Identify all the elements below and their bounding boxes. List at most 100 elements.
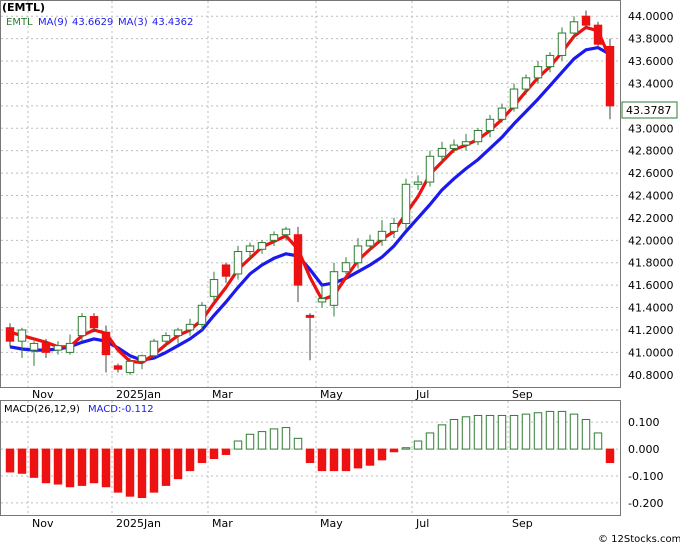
candle (413, 175, 423, 190)
macd-bar (197, 448, 207, 464)
macd-bar (185, 448, 195, 472)
candle (5, 323, 15, 347)
macd-bar (425, 432, 435, 450)
macd-tick-label: -0.200 (628, 497, 663, 510)
candle (101, 325, 111, 373)
chart-title: (EMTL) (2, 1, 45, 14)
macd-bar (137, 448, 147, 499)
macd-x-axis-label: Mar (212, 517, 233, 530)
legend-ma3-label: MA(3) (118, 17, 148, 28)
x-axis-label: Nov (32, 388, 54, 401)
x-axis-label: Sep (512, 388, 533, 401)
candle (53, 341, 63, 355)
candle-body (461, 141, 471, 146)
candle-body (437, 147, 447, 157)
candle-body (329, 271, 339, 306)
candle-body (545, 54, 555, 68)
x-axis-label: Mar (212, 388, 233, 401)
macd-bar (65, 448, 75, 488)
price-tick-label: 41.4000 (628, 302, 674, 315)
candle-body (509, 88, 519, 109)
macd-bar (161, 448, 171, 486)
candle-body (365, 239, 375, 247)
macd-bar (389, 448, 399, 453)
macd-bar (305, 448, 315, 464)
candle (305, 313, 315, 361)
macd-bar (113, 448, 123, 493)
macd-bar (461, 416, 471, 450)
candle (389, 217, 399, 239)
macd-bar (569, 413, 579, 450)
macd-bar (509, 414, 519, 450)
candle (281, 226, 291, 241)
candle (509, 83, 519, 112)
price-tick-label: 43.8000 (628, 33, 674, 46)
macd-bar (365, 448, 375, 466)
candle (401, 178, 411, 230)
price-tick-label: 40.8000 (628, 369, 674, 382)
candle (125, 357, 135, 375)
candle (293, 226, 303, 302)
candle (557, 27, 567, 62)
candle (581, 10, 591, 28)
candle-body (257, 242, 267, 250)
price-tick-label: 41.0000 (628, 346, 674, 359)
legend-ma9-value: 43.6629 (72, 17, 113, 28)
candle-body (17, 329, 27, 342)
price-tick-label: 42.4000 (628, 190, 674, 203)
candle-body (425, 155, 435, 183)
candle-body (341, 262, 351, 273)
candle-body (449, 144, 459, 149)
candle-body (245, 245, 255, 253)
candle-body (569, 21, 579, 34)
macd-bar (53, 448, 63, 485)
candle (221, 262, 231, 283)
candle-body (353, 245, 363, 264)
price-tick-label: 41.6000 (628, 279, 674, 292)
candle-body (581, 15, 591, 26)
macd-tick-label: 0.000 (628, 443, 660, 456)
macd-label: MACD(26,12,9) (4, 404, 80, 415)
macd-x-axis-label: Nov (32, 517, 54, 530)
candle (449, 139, 459, 153)
macd-bar (545, 410, 555, 450)
candle (341, 257, 351, 274)
macd-bar (401, 447, 411, 450)
price-tick-label: 41.8000 (628, 257, 674, 270)
price-grid (1, 1, 620, 387)
candle-body (305, 314, 315, 318)
macd-bar (449, 418, 459, 450)
price-tick-label: 43.6000 (628, 55, 674, 68)
macd-bar (101, 448, 111, 488)
macd-bar (149, 448, 159, 493)
candlesticks (5, 10, 615, 375)
macd-tick-label: -0.100 (628, 470, 663, 483)
last-price-tag: 43.3787 (626, 104, 672, 117)
macd-x-axis-label: 2025Jan (116, 517, 161, 530)
candle-body (413, 181, 423, 185)
price-x-labels: Nov 2025Jan Mar May Jul Sep (32, 388, 533, 401)
macd-bar (581, 418, 591, 450)
candle-body (389, 223, 399, 232)
candle (113, 363, 123, 373)
candle-body (233, 251, 243, 275)
macd-bar (41, 448, 51, 484)
candle (149, 338, 159, 358)
price-tick-label: 42.6000 (628, 167, 674, 180)
macd-bar (329, 448, 339, 472)
price-tick-label: 42.2000 (628, 212, 674, 225)
candle-body (41, 342, 51, 353)
macd-bar (281, 427, 291, 450)
candle-body (221, 264, 231, 277)
candle-body (317, 298, 327, 303)
macd-value: MACD:-0.112 (88, 404, 154, 415)
candle (317, 285, 327, 308)
candle (497, 103, 507, 123)
candle-body (269, 234, 279, 241)
candle (245, 242, 255, 261)
macd-y-axis: 0.100 0.000 -0.100 -0.200 (628, 416, 663, 510)
candle (605, 38, 615, 120)
candle-body (605, 45, 615, 107)
candle (41, 338, 51, 358)
